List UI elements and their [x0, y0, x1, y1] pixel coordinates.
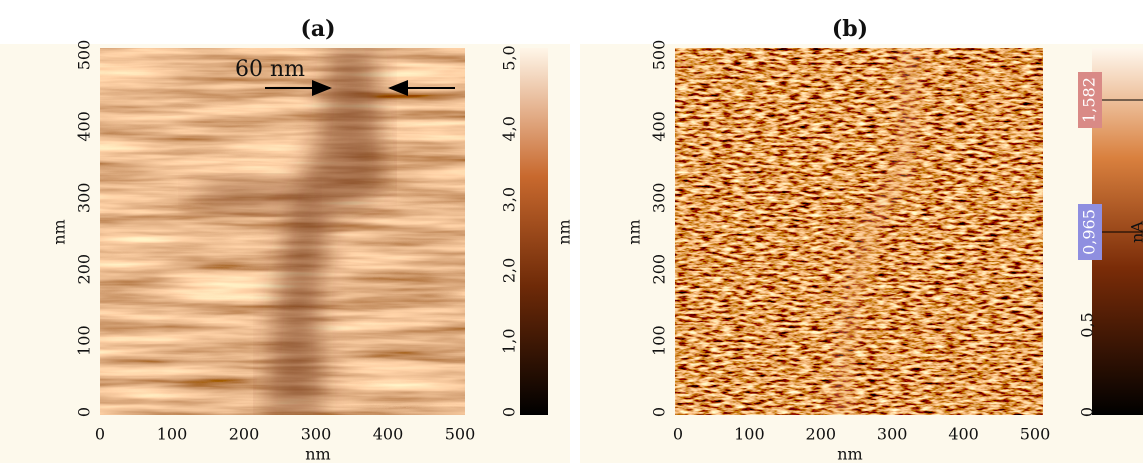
y-tick-label: 400: [650, 111, 669, 142]
x-tick-label: 300: [301, 425, 332, 444]
x-tick-label: 200: [229, 425, 260, 444]
panel-label: (b): [832, 16, 868, 42]
x-tick-label: 0: [95, 425, 105, 444]
colorbar-tick-label: 1,0: [500, 328, 519, 353]
colorbar-title: nm: [555, 219, 574, 244]
y-axis-title: nm: [625, 219, 644, 244]
colorbar-marker: [1078, 72, 1102, 128]
x-tick-label: 100: [734, 425, 765, 444]
colorbar-tick-label: 3,0: [500, 187, 519, 212]
colorbar-tick-label: 2,0: [500, 258, 519, 283]
x-tick-label: 400: [373, 425, 404, 444]
x-tick-label: 300: [877, 425, 908, 444]
x-tick-label: 200: [806, 425, 837, 444]
colorbar-marker-label: 1,582: [1080, 77, 1099, 123]
annotation: 60 nm: [235, 57, 305, 82]
x-tick-label: 0: [673, 425, 683, 444]
colorbar-tick-label: 0: [500, 407, 519, 417]
panel-label: (a): [300, 16, 335, 42]
y-tick-label: 100: [650, 325, 669, 356]
y-tick-label: 200: [650, 254, 669, 285]
y-tick-label: 0: [650, 407, 669, 417]
y-tick-label: 300: [75, 183, 94, 214]
colorbar-marker-label: 0,965: [1080, 209, 1099, 255]
x-tick-label: 400: [948, 425, 979, 444]
colorbar-tick-label: 5,0: [500, 45, 519, 70]
colorbar-tick-label: 4,0: [500, 116, 519, 141]
y-tick-label: 200: [75, 254, 94, 285]
y-tick-label: 500: [650, 40, 669, 71]
colorbar: [520, 48, 548, 415]
colorbar-tick-label: 0,5: [1078, 312, 1097, 337]
x-axis-title: nm: [837, 445, 862, 463]
x-tick-label: 500: [445, 425, 476, 444]
dark-band: [190, 177, 310, 213]
light-band: [830, 48, 920, 415]
colorbar-marker: [1078, 204, 1102, 260]
dark-band: [265, 48, 385, 415]
y-tick-label: 300: [650, 183, 669, 214]
x-tick-label: 100: [157, 425, 188, 444]
y-tick-label: 0: [75, 407, 94, 417]
colorbar-tick-label: 0: [1078, 407, 1097, 417]
x-axis-title: nm: [305, 445, 330, 463]
x-tick-label: 500: [1020, 425, 1051, 444]
y-tick-label: 500: [75, 40, 94, 71]
y-tick-label: 400: [75, 111, 94, 142]
y-axis-title: nm: [50, 219, 69, 244]
y-tick-label: 100: [75, 325, 94, 356]
